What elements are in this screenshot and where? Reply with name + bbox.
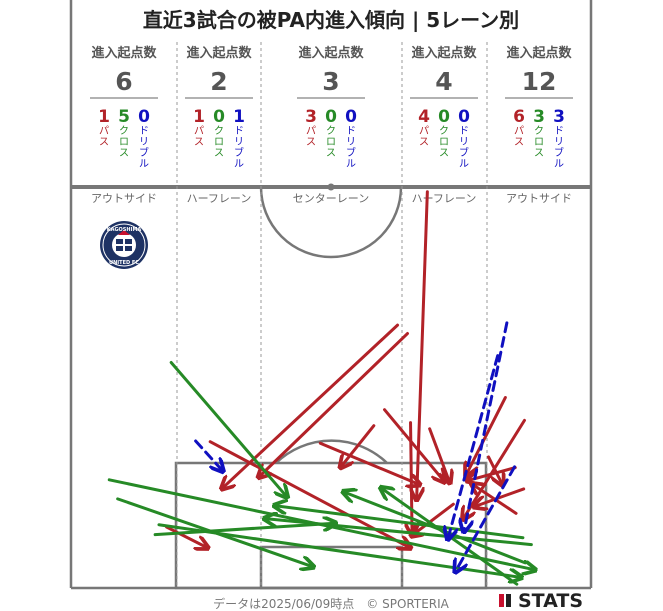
lane-pass-type-label: パス [99,125,109,148]
crest-text-bottom: UNITED FC [109,260,139,266]
lane-cross-type-label: クロス [439,125,449,159]
pass-arrow-16 [463,418,526,518]
pitch [69,0,593,590]
lane-dribble-count: 0 [138,107,150,127]
lane-label-halfspace-left: ハーフレーン [187,192,252,205]
lane-pass-count: 1 [98,107,110,127]
lane-dividers [176,42,488,588]
lane-pass-type-label: パス [419,125,429,148]
pass-arrow-12 [487,455,503,484]
cross-arrow-6 [275,506,525,540]
lane-label-center: センターレーン [293,192,369,205]
lane-total-count: 3 [322,67,339,96]
lane-dribble-count: 0 [458,107,470,127]
cross-arrow-7 [265,519,533,547]
lane-dribble-count: 3 [553,107,565,127]
lane-dribble-count: 1 [233,107,245,127]
pass-arrow-8 [165,525,208,548]
dribble-arrow-4 [456,465,517,571]
pass-arrow-9 [428,427,450,482]
lane-total-count: 6 [115,67,132,96]
dribble-arrow-2 [464,321,509,531]
penalty-arc [275,439,388,464]
lane-dribble-count: 0 [345,107,357,127]
lane-total-count: 12 [522,67,557,96]
lane-label-halfspace-right: ハーフレーン [412,192,477,205]
pass-arrow-15 [475,487,526,507]
center-circle [259,186,403,259]
lane-header-label: 進入起点数 [506,45,572,61]
pass-arrow-2 [222,323,400,488]
pass-arrow-1 [417,190,429,499]
lane-pass-count: 3 [305,107,317,127]
pass-arrow-4 [383,408,445,482]
pass-arrow-11 [466,396,507,475]
pass-arrow-3 [259,332,409,477]
lane-cross-type-label: クロス [326,125,336,159]
stats-logo-icon [499,594,504,607]
lane-cross-type-label: クロス [214,125,224,159]
lane-cross-count: 5 [118,107,130,127]
pass-arrow-10 [411,421,413,534]
pass-arrow-17 [412,502,455,535]
lane-dribble-type-label: ドリブル [554,126,564,170]
lane-cross-type-label: クロス [119,125,129,159]
lane-total-count: 2 [210,67,227,96]
lane-stats: 進入起点数61パス5クロス0ドリブル進入起点数21パス0クロス1ドリブル進入起点… [90,45,573,170]
goal-area [259,545,404,590]
lane-header-label: 進入起点数 [411,45,477,61]
center-spot [327,183,335,191]
dribble-arrow-1 [194,439,223,471]
lane-dribble-type-label: ドリブル [139,126,149,170]
kagoshima-united-fc-crest-icon: KAGOSHIMA UNITED FC [100,221,148,269]
lane-dribble-type-label: ドリブル [346,126,356,170]
stats-brand: STATS [499,590,583,611]
cross-arrow-1 [169,360,286,496]
lane-cross-count: 0 [213,107,225,127]
lane-label-outside-right: アウトサイド [506,192,572,205]
lane-label-outside-left: アウトサイド [91,192,157,205]
lane-pass-type-label: パス [306,125,316,148]
footer-note: データは2025/06/09時点 © SPORTERIA [213,596,450,611]
lane-cross-count: 0 [325,107,337,127]
lane-header-label: 進入起点数 [91,45,157,61]
dribble-arrow-3 [448,354,500,539]
lane-pass-count: 4 [418,107,430,127]
crest-text-top: KAGOSHIMA [107,227,142,233]
lane-pass-count: 1 [193,107,205,127]
pass-arrow-5 [341,424,376,467]
lane-pass-type-label: パス [514,125,524,148]
entry-arrows [107,190,534,586]
lane-header-label: 進入起点数 [186,45,252,61]
lane-dribble-type-label: ドリブル [234,126,244,170]
lane-header-label: 進入起点数 [298,45,364,61]
cross-arrow-5 [153,523,335,537]
pass-arrow-6 [318,441,419,484]
lane-labels: アウトサイド ハーフレーン センターレーン ハーフレーン アウトサイド [91,192,572,205]
lane-cross-count: 3 [533,107,545,127]
chart-title: 直近3試合の被PA内進入傾向 | 5レーン別 [143,8,519,32]
lane-cross-count: 0 [438,107,450,127]
lane-total-count: 4 [435,67,452,96]
lane-dribble-type-label: ドリブル [459,126,469,170]
lane-cross-type-label: クロス [534,125,544,159]
lane-pass-count: 6 [513,107,525,127]
stats-brand-text: STATS [518,590,583,611]
lane-pass-type-label: パス [194,125,204,148]
